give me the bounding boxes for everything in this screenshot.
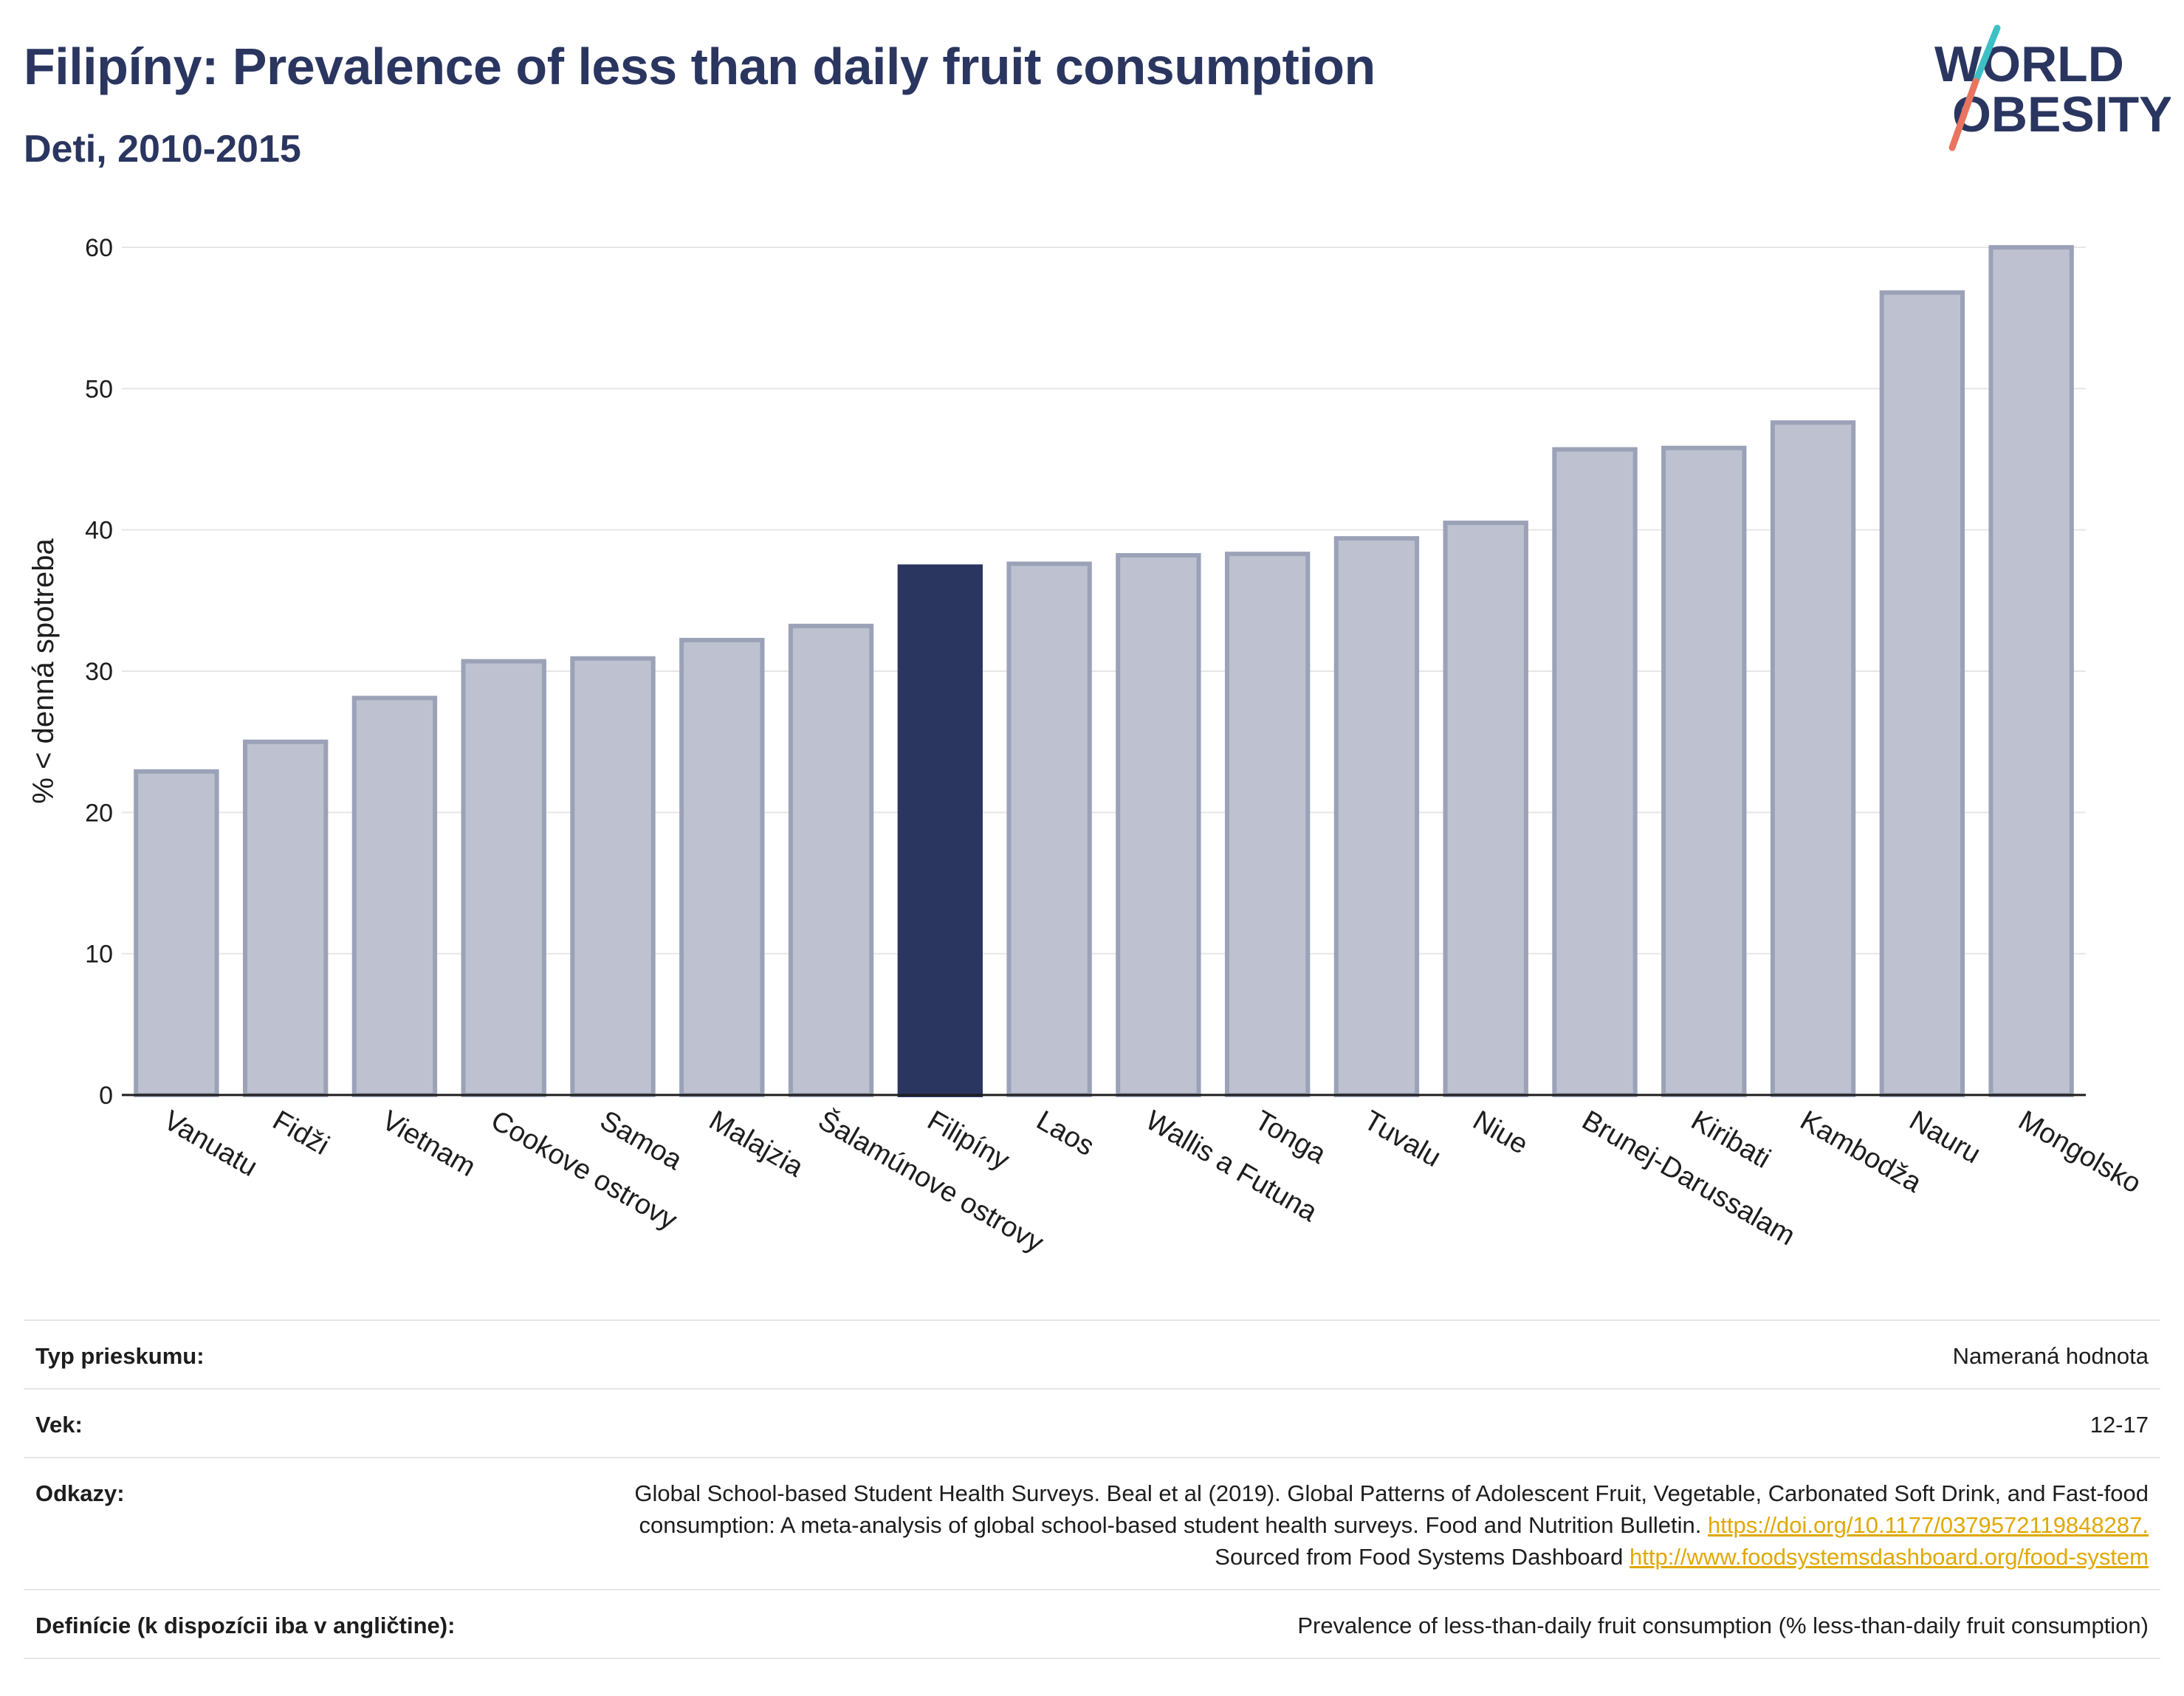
info-table: Typ prieskumu: Nameraná hodnota Vek: 12-… xyxy=(24,1319,2160,1659)
y-tick-label: 50 xyxy=(85,375,113,403)
x-tick-label: Kambodža xyxy=(1795,1105,1927,1199)
x-tick-label: Cookove ostrovy xyxy=(486,1105,682,1236)
survey-type-value: Nameraná hodnota xyxy=(1952,1343,2149,1369)
bar xyxy=(1224,552,1311,1097)
x-tick-label: Mongolsko xyxy=(2013,1105,2146,1199)
info-row-age: Vek: 12-17 xyxy=(24,1388,2160,1457)
y-tick-label: 60 xyxy=(85,234,113,262)
bar xyxy=(570,656,656,1097)
x-tick-label: Laos xyxy=(1031,1105,1099,1162)
x-tick-label: Filipíny xyxy=(922,1105,1014,1176)
svg-text:WORLD: WORLD xyxy=(1934,36,2124,92)
chart-subtitle: Deti, 2010-2015 xyxy=(24,128,301,171)
world-obesity-logo: WORLD OBESITY xyxy=(1934,24,2171,151)
x-tick-label: Vanuatu xyxy=(158,1105,262,1183)
info-row-survey-type: Typ prieskumu: Nameraná hodnota xyxy=(24,1319,2160,1388)
x-tick-label: Malajzia xyxy=(704,1105,808,1183)
bar-chart: 0 10 20 30 40 50 60 Vanuatu Fidži Vietnam Cookove … xyxy=(27,234,2146,1259)
bar xyxy=(134,769,219,1097)
bar xyxy=(679,637,765,1097)
x-tick-label: Tuvalu xyxy=(1359,1105,1446,1173)
survey-type-label: Typ prieskumu: xyxy=(35,1343,205,1369)
age-label: Vek: xyxy=(35,1412,83,1438)
bar-highlight xyxy=(897,564,983,1097)
info-row-references: Odkazy: Global School-based Student Heal… xyxy=(24,1457,2160,1589)
x-tick-label: Tonga xyxy=(1249,1105,1331,1170)
y-tick-label: 10 xyxy=(85,941,113,969)
age-value: 12-17 xyxy=(2089,1412,2149,1438)
references-source-text: Sourced from Food Systems Dashboard xyxy=(1215,1544,1624,1570)
definition-label: Definície (k dispozícii iba v angličtine… xyxy=(35,1613,456,1638)
definition-value: Prevalence of less-than-daily fruit cons… xyxy=(1297,1613,2149,1638)
bar xyxy=(461,659,546,1097)
y-tick-label: 0 xyxy=(99,1082,113,1110)
bar xyxy=(351,696,438,1097)
y-tick-label: 30 xyxy=(85,658,113,686)
info-row-definition: Definície (k dispozícii iba v angličtine… xyxy=(24,1589,2160,1659)
chart-title: Filipíny: Prevalence of less than daily … xyxy=(24,38,1376,95)
bar xyxy=(1116,553,1201,1097)
x-tick-label: Niue xyxy=(1468,1105,1534,1160)
bar xyxy=(1006,561,1092,1097)
doi-link[interactable]: https://doi.org/10.1177/0379572119848287… xyxy=(1708,1512,2149,1538)
bar xyxy=(788,623,874,1097)
x-tick-label: Kiribati xyxy=(1686,1105,1776,1174)
references-label: Odkazy: xyxy=(35,1480,125,1506)
bar xyxy=(1552,447,1638,1097)
x-tick-label: Samoa xyxy=(595,1105,688,1176)
references-value: Global School-based Student Health Surve… xyxy=(561,1477,2149,1573)
x-tick-label: Nauru xyxy=(1904,1105,1986,1170)
bar xyxy=(1333,536,1420,1097)
references-text: Global School-based Student Health Surve… xyxy=(634,1480,2149,1538)
bar xyxy=(1988,245,2074,1097)
bar xyxy=(1879,290,1965,1097)
y-tick-label: 40 xyxy=(85,517,113,545)
bar xyxy=(242,739,329,1098)
bar xyxy=(1770,420,1856,1097)
svg-text:OBESITY: OBESITY xyxy=(1952,86,2171,143)
x-tick-label: Vietnam xyxy=(377,1105,481,1183)
food-systems-dashboard-link[interactable]: http://www.foodsystemsdashboard.org/food… xyxy=(1630,1544,2149,1570)
bar xyxy=(1443,521,1528,1097)
bar xyxy=(1661,445,1747,1097)
y-axis-label: % < denná spotreba xyxy=(27,538,60,804)
x-tick-label: Fidži xyxy=(267,1105,334,1161)
y-tick-label: 20 xyxy=(85,799,113,827)
